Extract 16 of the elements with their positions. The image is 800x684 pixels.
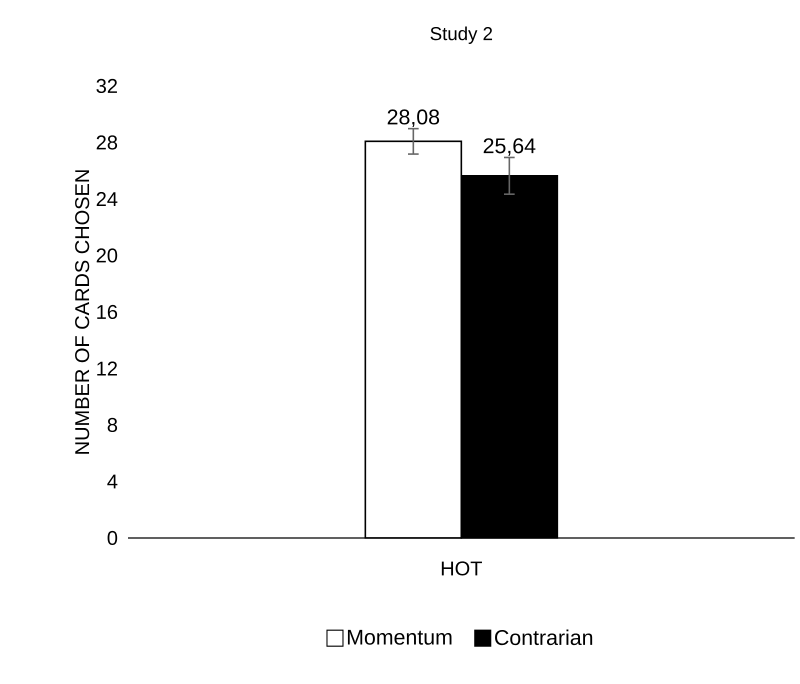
data-label: 28,08 xyxy=(388,109,440,128)
y-tick-label: 12 xyxy=(97,362,117,376)
y-tick-label: 4 xyxy=(107,474,118,488)
y-tick-label: 28 xyxy=(96,135,118,150)
x-tick-label: HOT xyxy=(442,561,482,576)
chart-title: Study 2 xyxy=(430,26,492,44)
y-tick-label: 32 xyxy=(96,78,117,94)
legend-label: Contrarian xyxy=(495,629,592,646)
y-tick-label: 16 xyxy=(97,304,118,320)
y-tick-label: 24 xyxy=(96,192,118,206)
y-tick-label: 0 xyxy=(108,530,118,546)
legend-label: Momentum xyxy=(348,630,452,645)
data-label: 25,64 xyxy=(484,138,536,156)
y-axis-title: NUMBER OF CARDS CHOSEN xyxy=(75,170,90,454)
y-tick-label: 8 xyxy=(108,418,118,432)
y-tick-label: 20 xyxy=(96,248,118,263)
